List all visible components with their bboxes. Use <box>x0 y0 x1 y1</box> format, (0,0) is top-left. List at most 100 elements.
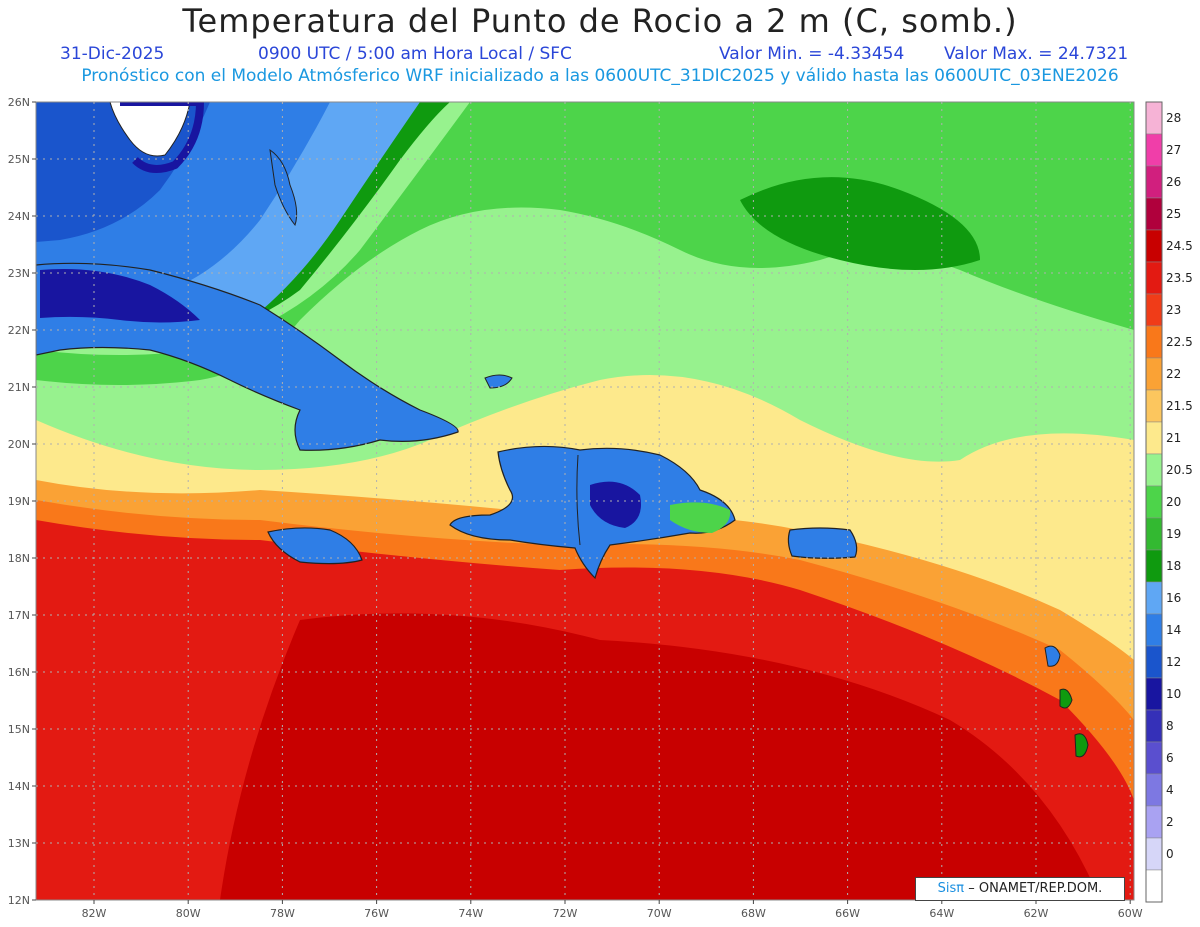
legend-swatch <box>1145 485 1163 519</box>
credit-box: Sisπ – ONAMET/REP.DOM. <box>915 877 1125 901</box>
legend-label: 20.5 <box>1166 463 1193 477</box>
lat-label: 12N <box>8 894 30 907</box>
legend-label: 19 <box>1166 527 1181 541</box>
legend-swatch <box>1145 261 1163 295</box>
bahamas-inagua <box>484 374 513 389</box>
lat-label: 20N <box>8 438 30 451</box>
color-legend: 2827262524.523.52322.52221.52120.5201918… <box>1145 101 1193 903</box>
legend-label: 16 <box>1166 591 1181 605</box>
lat-label: 13N <box>8 837 30 850</box>
lat-label: 26N <box>8 96 30 109</box>
lat-label: 24N <box>8 210 30 223</box>
model-note: Pronóstico con el Modelo Atmósferico WRF… <box>81 66 1119 86</box>
forecast-time: 0900 UTC / 5:00 am Hora Local / SFC <box>258 44 572 64</box>
lat-label: 22N <box>8 324 30 337</box>
credit-rest: – ONAMET/REP.DOM. <box>968 881 1103 896</box>
lon-label: 64W <box>929 907 954 920</box>
legend-swatch <box>1145 197 1163 231</box>
legend-swatch <box>1145 645 1163 679</box>
lat-label: 15N <box>8 723 30 736</box>
lat-label: 17N <box>8 609 30 622</box>
legend-label: 12 <box>1166 655 1181 669</box>
legend-label: 21.5 <box>1166 399 1193 413</box>
legend-swatch <box>1145 325 1163 359</box>
legend-swatch <box>1145 453 1163 487</box>
legend-label: 4 <box>1166 783 1174 797</box>
legend-label: 10 <box>1166 687 1181 701</box>
field-green <box>36 102 1134 385</box>
lon-label: 68W <box>741 907 766 920</box>
legend-swatch <box>1145 773 1163 807</box>
bahamas-andros <box>269 148 298 227</box>
lon-label: 70W <box>647 907 672 920</box>
legend-label: 18 <box>1166 559 1181 573</box>
field-core <box>220 613 1100 900</box>
legend-swatch <box>1145 709 1163 743</box>
lon-label: 76W <box>364 907 389 920</box>
legend-swatch <box>1145 677 1163 711</box>
legend-label: 23 <box>1166 303 1181 317</box>
lat-label: 23N <box>8 267 30 280</box>
legend-swatch <box>1145 421 1163 455</box>
longitude-labels: 82W 80W 78W 76W 74W 72W 70W 68W 66W 64W 62W 60W <box>82 900 1143 920</box>
legend-swatch <box>1145 389 1163 423</box>
legend-label: 20 <box>1166 495 1181 509</box>
legend-swatch <box>1145 549 1163 583</box>
lon-label: 62W <box>1024 907 1049 920</box>
lon-label: 74W <box>458 907 483 920</box>
florida-tip <box>109 102 191 157</box>
lat-label: 18N <box>8 552 30 565</box>
cuba-cold-core <box>40 269 200 323</box>
lat-label: 19N <box>8 495 30 508</box>
lon-label: 66W <box>835 907 860 920</box>
guadeloupe <box>1044 645 1061 667</box>
legend-swatch <box>1145 133 1163 167</box>
hispaniola <box>449 445 736 580</box>
lat-label: 21N <box>8 381 30 394</box>
lat-label: 14N <box>8 780 30 793</box>
legend-swatch <box>1145 805 1163 839</box>
legend-swatch <box>1145 357 1163 391</box>
legend-swatch <box>1145 869 1163 903</box>
st-lucia <box>1074 733 1089 758</box>
legend-label: 14 <box>1166 623 1181 637</box>
legend-label: 28 <box>1166 111 1181 125</box>
hispaniola-cold-core <box>590 481 641 528</box>
forecast-date: 31-Dic-2025 <box>60 44 165 64</box>
legend-swatch <box>1145 165 1163 199</box>
legend-swatch <box>1145 101 1163 135</box>
legend-label: 22.5 <box>1166 335 1193 349</box>
legend-label: 0 <box>1166 847 1174 861</box>
credit-sis: Sisπ <box>937 881 965 896</box>
lon-label: 82W <box>82 907 107 920</box>
latitude-labels: 26N 25N 24N 23N 22N 21N 20N 19N 18N 17N 16N 15N 14N 1… <box>8 96 36 907</box>
legend-swatch <box>1145 613 1163 647</box>
legend-label: 6 <box>1166 751 1174 765</box>
field-dark-green <box>740 177 980 270</box>
border-line <box>576 454 581 546</box>
legend-label: 24.5 <box>1166 239 1193 253</box>
dominica <box>1059 688 1073 709</box>
max-value: Valor Max. = 24.7321 <box>944 44 1129 64</box>
lat-label: 25N <box>8 153 30 166</box>
legend-swatch <box>1145 229 1163 263</box>
map-title: Temperatura del Punto de Rocio a 2 m (C,… <box>182 2 1018 40</box>
legend-label: 25 <box>1166 207 1181 221</box>
hispaniola-east-green <box>670 502 731 533</box>
legend-label: 8 <box>1166 719 1174 733</box>
legend-swatch <box>1145 837 1163 871</box>
legend-swatch <box>1145 517 1163 551</box>
legend-label: 23.5 <box>1166 271 1193 285</box>
legend-label: 21 <box>1166 431 1181 445</box>
legend-label: 26 <box>1166 175 1181 189</box>
lat-label: 16N <box>8 666 30 679</box>
legend-label: 27 <box>1166 143 1181 157</box>
legend-label: 2 <box>1166 815 1174 829</box>
legend-frame <box>1145 101 1163 903</box>
jamaica <box>267 527 363 565</box>
legend-swatch <box>1145 741 1163 775</box>
legend-label: 22 <box>1166 367 1181 381</box>
header-line: 31-Dic-2025 0900 UTC / 5:00 am Hora Loca… <box>0 44 1200 66</box>
lon-label: 80W <box>176 907 201 920</box>
